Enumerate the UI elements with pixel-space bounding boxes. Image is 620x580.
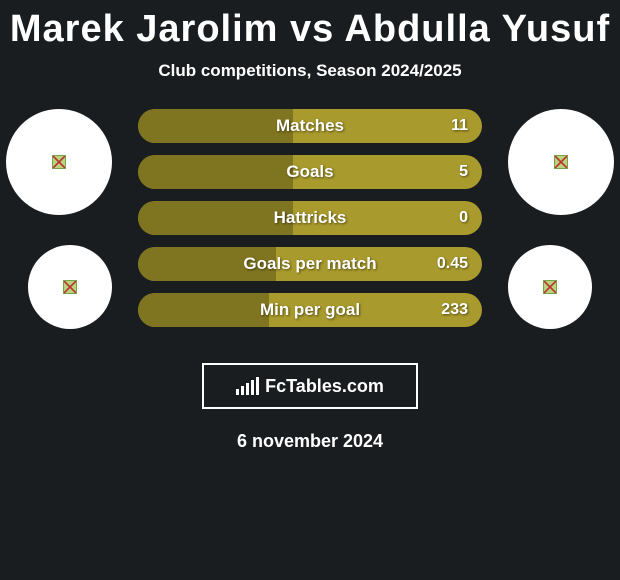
stat-bar: Goals 5 xyxy=(138,155,482,189)
page-title: Marek Jarolim vs Abdulla Yusuf xyxy=(0,0,620,51)
brand-badge: FcTables.com xyxy=(202,363,418,409)
date-text: 6 november 2024 xyxy=(0,431,620,452)
stat-label: Goals per match xyxy=(243,254,376,274)
stat-label: Hattricks xyxy=(274,208,347,228)
stat-bar-fill xyxy=(138,201,293,235)
stat-bar: Min per goal 233 xyxy=(138,293,482,327)
stat-bar: Goals per match 0.45 xyxy=(138,247,482,281)
avatar-left-1 xyxy=(28,245,112,329)
stat-bar-fill xyxy=(138,155,293,189)
brand-text: FcTables.com xyxy=(265,376,384,397)
stat-value: 0.45 xyxy=(437,255,468,273)
avatar-right-3 xyxy=(508,245,592,329)
stat-bar-fill xyxy=(138,109,293,143)
broken-image-icon xyxy=(554,155,568,169)
comparison-area: Matches 11 Goals 5 Hattricks 0 Goals per match… xyxy=(0,109,620,349)
broken-image-icon xyxy=(63,280,77,294)
subtitle: Club competitions, Season 2024/2025 xyxy=(0,61,620,81)
stat-bar: Hattricks 0 xyxy=(138,201,482,235)
avatar-right-2 xyxy=(508,109,614,215)
stat-value: 0 xyxy=(459,209,468,227)
stat-bar: Matches 11 xyxy=(138,109,482,143)
broken-image-icon xyxy=(52,155,66,169)
stat-value: 5 xyxy=(459,163,468,181)
stat-label: Matches xyxy=(276,116,344,136)
stats-bars: Matches 11 Goals 5 Hattricks 0 Goals per match… xyxy=(138,109,482,339)
broken-image-icon xyxy=(543,280,557,294)
brand-bars-icon xyxy=(236,377,259,395)
avatar-left-0 xyxy=(6,109,112,215)
stat-value: 11 xyxy=(451,117,468,135)
stat-value: 233 xyxy=(441,301,468,319)
stat-bar-fill xyxy=(138,293,269,327)
stat-label: Goals xyxy=(286,162,333,182)
stat-label: Min per goal xyxy=(260,300,360,320)
